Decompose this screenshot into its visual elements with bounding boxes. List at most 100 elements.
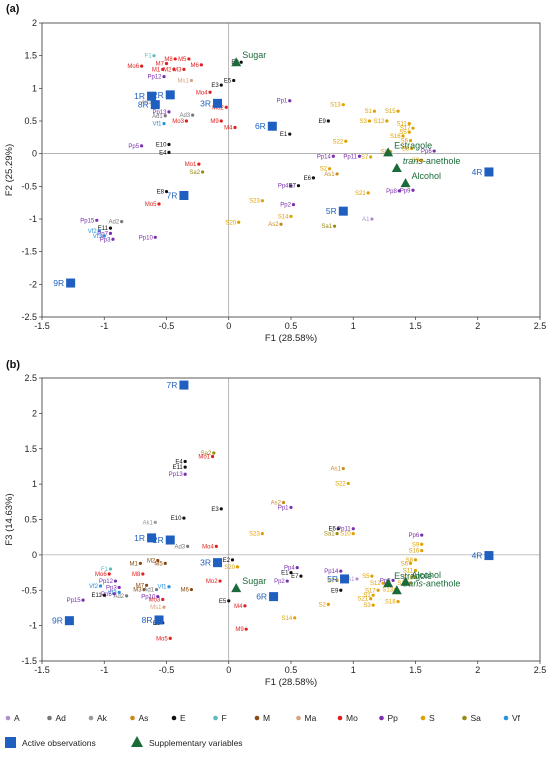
x-tick-label: -1.5 — [34, 321, 50, 331]
point-S9 — [420, 158, 424, 162]
point-Vf2 — [98, 584, 103, 588]
supp-Sugar — [231, 583, 242, 593]
point-S16 — [420, 549, 424, 553]
legend-label-F: F — [222, 713, 227, 723]
active-8R — [154, 615, 164, 625]
x-axis-label: F1 (28.58%) — [265, 333, 317, 344]
supp-label-Alcohol: Alcohol — [412, 171, 442, 181]
point-label-M6: M6 — [181, 588, 190, 594]
point-label-Pp11: Pp11 — [337, 527, 351, 533]
legend-marker-Mo — [337, 715, 343, 721]
point-label-M9: M9 — [235, 627, 244, 633]
y-tick-label: 0.5 — [24, 515, 37, 525]
point-label-S11: S11 — [397, 122, 408, 128]
active-label-5R: 5R — [326, 206, 337, 216]
point-S2 — [327, 167, 332, 171]
point-label-Mo3: Mo3 — [149, 597, 161, 603]
supp-label-Alcohol: Alcohol — [412, 570, 442, 580]
point-label-M7: M7 — [136, 583, 145, 589]
point-Ad3 — [186, 544, 190, 548]
active-label-9R: 9R — [53, 278, 64, 288]
point-label-S18: S18 — [385, 600, 396, 606]
y-tick-label: 1 — [32, 83, 37, 93]
legend-marker-active — [5, 737, 16, 748]
legend-label-Vf: Vf — [512, 713, 521, 723]
point-M8 — [141, 572, 145, 576]
point-label-Mo1: Mo1 — [185, 162, 197, 168]
point-label-Sa1: Sa1 — [324, 532, 335, 538]
active-label-8R: 8R — [142, 615, 153, 625]
active-label-1R: 1R — [134, 533, 145, 543]
point-M7 — [144, 583, 149, 587]
point-label-S3: S3 — [363, 603, 371, 609]
point-label-S7: S7 — [361, 155, 369, 161]
y-tick-label: -2 — [29, 279, 37, 289]
x-tick-label: 0.5 — [285, 665, 298, 675]
point-S12 — [385, 119, 389, 123]
point-Pp11 — [351, 527, 355, 531]
point-M3 — [142, 587, 146, 592]
point-label-S12: S12 — [370, 581, 381, 587]
point-label-Pp9: Pp9 — [400, 188, 411, 194]
point-Pp12 — [162, 74, 166, 79]
point-label-E4: E4 — [175, 459, 183, 465]
point-label-E11: E11 — [98, 226, 109, 232]
point-S23 — [260, 199, 264, 203]
x-tick-label: 1.5 — [409, 321, 422, 331]
point-Ad1 — [154, 587, 159, 592]
point-label-Pp5: Pp5 — [101, 592, 112, 598]
point-label-S13: S13 — [330, 103, 341, 109]
point-label-Ms1: Ms1 — [150, 605, 162, 611]
point-label-M8: M8 — [164, 57, 173, 63]
point-E6 — [311, 176, 316, 180]
active-7R — [179, 380, 189, 390]
active-label-4R: 4R — [472, 551, 483, 561]
point-label-S9: S9 — [412, 158, 420, 164]
point-Pp2 — [291, 203, 296, 207]
point-Pp15 — [95, 218, 99, 222]
x-tick-label: -1.5 — [34, 665, 50, 675]
point-label-Pp10: Pp10 — [139, 235, 154, 241]
point-As1 — [341, 466, 345, 471]
point-Ak1 — [153, 520, 157, 524]
point-label-S16: S16 — [409, 549, 420, 555]
point-label-M5: M5 — [154, 561, 163, 567]
point-label-Pp8: Pp8 — [380, 578, 391, 584]
point-label-M3: M3 — [133, 588, 142, 594]
legend-marker-supp — [131, 736, 143, 747]
point-label-S8: S8 — [406, 558, 414, 564]
point-E3 — [219, 83, 223, 87]
point-S23 — [260, 532, 264, 536]
point-S21 — [369, 597, 373, 601]
point-label-E5: E5 — [224, 78, 232, 84]
point-label-S23: S23 — [249, 532, 260, 538]
point-Pp13 — [183, 472, 187, 476]
point-M9 — [219, 119, 223, 123]
point-Pp2 — [285, 579, 289, 583]
point-E11 — [183, 465, 187, 469]
point-S10 — [351, 532, 355, 536]
point-S2 — [326, 602, 330, 607]
point-label-Pp13: Pp13 — [152, 110, 167, 116]
supp-trans-anethole — [391, 585, 402, 595]
point-label-S12: S12 — [374, 119, 385, 125]
point-Pp9 — [411, 188, 415, 192]
point-label-Ad3: Ad3 — [179, 113, 190, 119]
point-E3 — [219, 507, 223, 511]
y-tick-label: 1.5 — [24, 444, 37, 454]
point-label-Mo2: Mo2 — [212, 105, 224, 111]
legend-label-S: S — [429, 713, 435, 723]
point-Pp4 — [295, 566, 299, 570]
point-label-E6: E6 — [304, 176, 312, 182]
point-E8 — [164, 189, 169, 194]
point-F1 — [108, 567, 113, 571]
point-S1 — [372, 109, 377, 113]
panel-label: (a) — [6, 3, 20, 15]
point-label-S14: S14 — [282, 616, 293, 622]
y-tick-label: -1 — [29, 621, 37, 631]
point-label-Ad1: Ad1 — [152, 114, 163, 120]
point-label-M5: M5 — [178, 57, 187, 63]
x-tick-label: 2 — [475, 665, 480, 675]
active-label-6R: 6R — [255, 121, 266, 131]
supp-label-Sugar: Sugar — [242, 576, 266, 586]
